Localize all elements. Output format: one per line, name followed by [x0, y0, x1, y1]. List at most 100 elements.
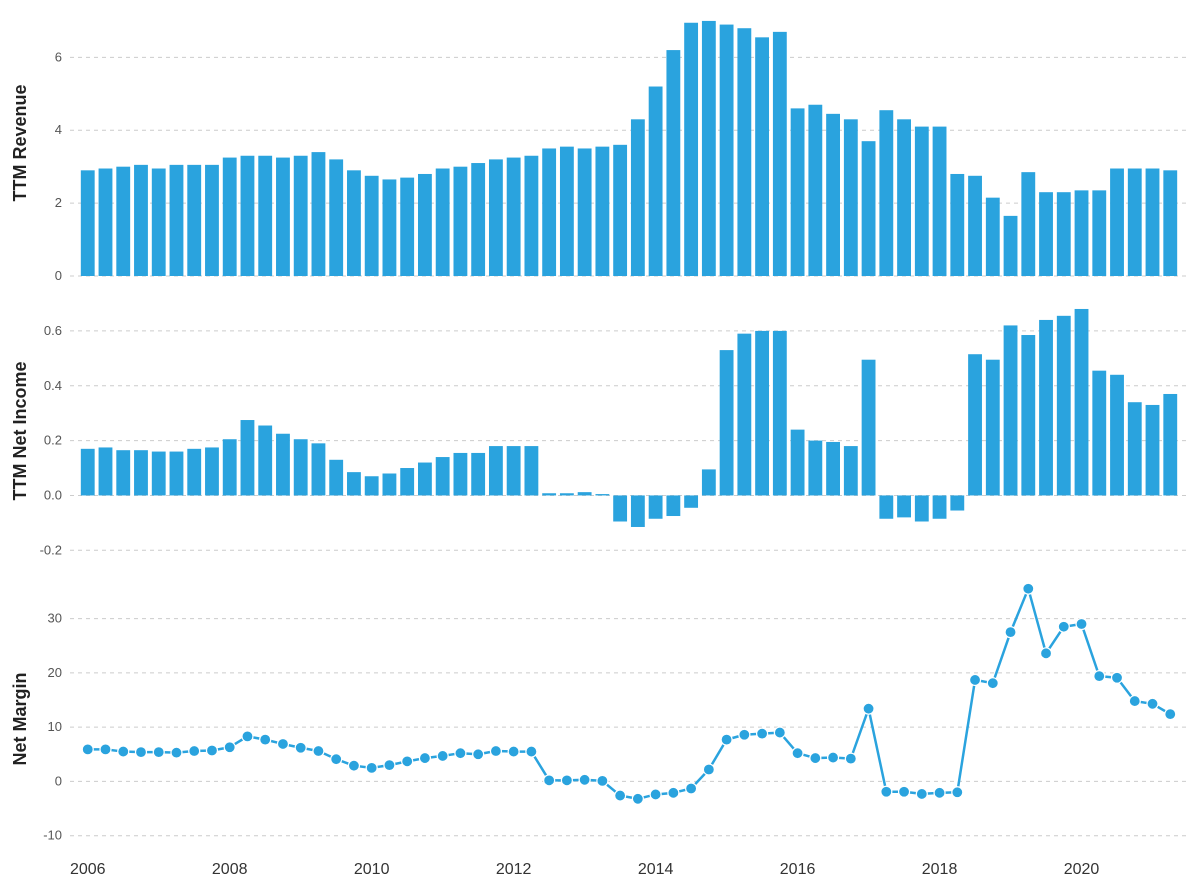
panel-title-net_income: TTM Net Income	[10, 361, 30, 500]
bar	[649, 87, 663, 276]
line-marker	[366, 762, 377, 773]
bar	[1039, 320, 1053, 496]
bar	[720, 350, 734, 495]
bar	[81, 449, 95, 496]
bar	[897, 495, 911, 517]
bar	[1110, 169, 1124, 276]
bar	[968, 354, 982, 495]
bar	[205, 165, 219, 276]
line-marker	[1094, 671, 1105, 682]
bar	[737, 28, 751, 276]
bar	[1021, 335, 1035, 495]
bar	[542, 148, 556, 276]
bar	[1146, 405, 1160, 495]
bar	[1021, 172, 1035, 276]
bar	[1004, 216, 1018, 276]
bar	[826, 442, 840, 495]
bar	[453, 453, 467, 496]
bar	[862, 141, 876, 276]
bar	[489, 446, 503, 495]
line-marker	[757, 728, 768, 739]
chart-container: 200620082010201220142016201820200246TTM …	[0, 0, 1200, 890]
bar	[844, 119, 858, 276]
y-tick-label: 0	[55, 268, 62, 283]
bar	[524, 156, 538, 276]
bar	[1092, 190, 1106, 276]
panel-net_margin: -100102030Net Margin	[10, 583, 1188, 843]
line-marker	[1076, 619, 1087, 630]
panel-net_income: -0.20.00.20.40.6TTM Net Income	[10, 309, 1188, 557]
bar	[471, 163, 485, 276]
bar	[99, 447, 113, 495]
line-marker	[686, 783, 697, 794]
y-tick-label: 2	[55, 195, 62, 210]
line-marker	[526, 746, 537, 757]
line-marker	[544, 775, 555, 786]
bar	[933, 495, 947, 518]
bar	[666, 495, 680, 516]
bar	[1092, 371, 1106, 496]
bar	[1128, 169, 1142, 276]
line-marker	[881, 786, 892, 797]
line-marker	[615, 790, 626, 801]
line-marker	[331, 754, 342, 765]
line-marker	[508, 746, 519, 757]
bar	[347, 472, 361, 495]
bar	[879, 495, 893, 518]
bar	[1163, 170, 1177, 276]
y-tick-label: 10	[48, 719, 62, 734]
line-marker	[277, 738, 288, 749]
bar	[524, 446, 538, 495]
bar	[631, 119, 645, 276]
line-marker	[721, 734, 732, 745]
y-tick-label: -0.2	[40, 542, 62, 557]
line-marker	[703, 764, 714, 775]
bar	[613, 145, 627, 276]
line-marker	[118, 746, 129, 757]
bar	[578, 492, 592, 495]
bar	[879, 110, 893, 276]
chart-svg: 200620082010201220142016201820200246TTM …	[0, 0, 1200, 890]
bar	[241, 420, 255, 495]
bar	[170, 165, 184, 276]
x-axis-tick-label: 2016	[780, 861, 816, 878]
bar	[471, 453, 485, 496]
bar	[986, 198, 1000, 276]
bar	[542, 493, 556, 495]
bar	[365, 176, 379, 276]
bar	[258, 156, 272, 276]
line-marker	[934, 787, 945, 798]
y-tick-label: 0.0	[44, 487, 62, 502]
bar	[1057, 316, 1071, 496]
line-marker	[473, 749, 484, 760]
bar	[595, 494, 609, 495]
bar	[1039, 192, 1053, 276]
line-marker	[739, 729, 750, 740]
line-marker	[828, 752, 839, 763]
bar	[702, 21, 716, 276]
bar	[116, 450, 130, 495]
bar	[950, 495, 964, 510]
bar	[294, 156, 308, 276]
bar	[808, 105, 822, 276]
bar	[187, 165, 201, 276]
bar	[276, 158, 290, 276]
bar	[915, 127, 929, 276]
bar	[436, 169, 450, 276]
bar	[187, 449, 201, 496]
bar	[507, 446, 521, 495]
line-marker	[100, 744, 111, 755]
bar	[1146, 169, 1160, 276]
line-marker	[579, 774, 590, 785]
line-marker	[632, 793, 643, 804]
bar	[915, 495, 929, 521]
bar	[489, 159, 503, 276]
bar	[826, 114, 840, 276]
line-marker	[650, 789, 661, 800]
bar	[294, 439, 308, 495]
bar	[329, 159, 343, 276]
line-marker	[135, 747, 146, 758]
bar	[968, 176, 982, 276]
bar	[223, 439, 237, 495]
line-marker	[561, 775, 572, 786]
